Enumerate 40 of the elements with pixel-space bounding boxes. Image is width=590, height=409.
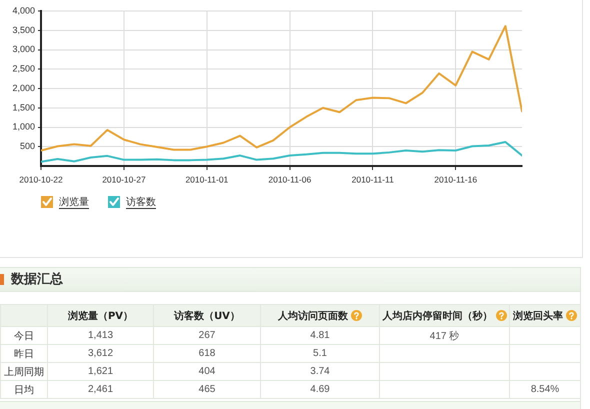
- y-tick-label: 3,500: [12, 24, 35, 35]
- data-label: 1,621: [48, 362, 154, 380]
- data-label: 417 秒: [380, 326, 510, 344]
- text: 上周同期: [4, 366, 44, 378]
- x-tick-label: 2010-11-16: [434, 174, 478, 184]
- data-label: 1,413: [48, 326, 154, 344]
- x-tick-label: 2010-11-01: [185, 174, 229, 184]
- y-tick-label: 500: [20, 141, 35, 152]
- y-tick-label: 3,000: [12, 44, 35, 54]
- x-tick-label: 2010-10-27: [102, 174, 146, 184]
- data-label: 8.54%: [510, 380, 580, 398]
- legend-label: 访客数: [126, 196, 156, 208]
- y-tick-label: 4,000: [12, 5, 35, 16]
- y-tick-label: 2,500: [12, 64, 35, 74]
- text: 数据汇总: [11, 272, 63, 288]
- y-tick-label: 2,000: [12, 82, 35, 93]
- category-label: 浏览量（PV）: [68, 310, 134, 322]
- data-label: 404: [154, 362, 260, 380]
- category-label: 浏览回头率: [513, 310, 563, 322]
- data-label: 2,461: [48, 380, 154, 398]
- data-label: 4.81: [260, 326, 380, 344]
- text: 昨日: [14, 348, 34, 360]
- data-label: 465: [154, 380, 260, 398]
- category-label: 人均访问页面数: [278, 310, 348, 322]
- category-label: 访客数（UV）: [174, 310, 240, 322]
- data-label: 5.1: [260, 344, 380, 362]
- text: 今日: [14, 330, 34, 342]
- data-label: 3,612: [48, 344, 154, 362]
- data-label: 3.74: [260, 362, 380, 380]
- y-tick-label: 1,000: [12, 122, 35, 132]
- legend-label: 浏览量: [59, 196, 89, 208]
- y-tick-label: 1,500: [12, 102, 35, 112]
- x-tick-label: 2010-10-22: [19, 174, 64, 184]
- data-label: 618: [154, 344, 260, 362]
- data-label: 267: [154, 326, 260, 344]
- text: 日均: [14, 384, 34, 396]
- category-label: 人均店内停留时间（秒）: [382, 310, 492, 322]
- data-label: 4.69: [260, 380, 380, 398]
- x-tick-label: 2010-11-06: [268, 174, 312, 184]
- x-tick-label: 2010-11-11: [352, 174, 394, 184]
